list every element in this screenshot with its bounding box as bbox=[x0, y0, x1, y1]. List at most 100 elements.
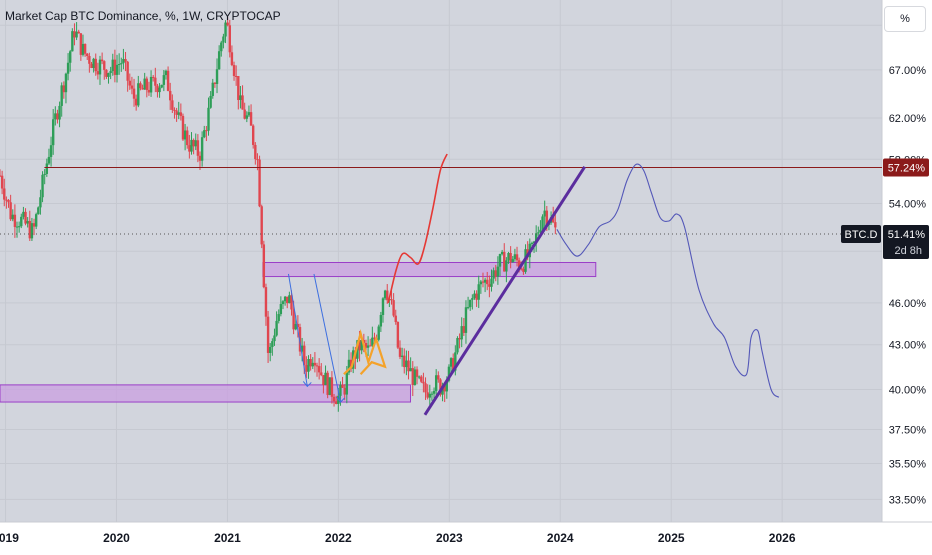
time-tick-label: 2022 bbox=[325, 531, 352, 545]
candle-body bbox=[430, 393, 434, 395]
candle-body bbox=[417, 376, 421, 378]
candle-body bbox=[328, 377, 331, 395]
candle-body bbox=[17, 226, 21, 228]
candle-body bbox=[3, 188, 6, 200]
candle-body bbox=[222, 36, 225, 43]
candle-body bbox=[90, 63, 93, 69]
candle-body bbox=[432, 390, 436, 394]
arrow-head bbox=[302, 381, 312, 388]
candle-body bbox=[54, 113, 57, 120]
candle-body bbox=[183, 130, 187, 140]
candle-body bbox=[481, 281, 485, 283]
candle-body bbox=[534, 233, 538, 242]
candle-body bbox=[279, 304, 283, 315]
ascending-trendline bbox=[423, 165, 586, 416]
candle-body bbox=[271, 341, 274, 347]
candle-body bbox=[234, 75, 238, 77]
candle-body bbox=[411, 368, 414, 386]
candle-body bbox=[41, 174, 44, 198]
candle-body bbox=[107, 73, 110, 77]
candle-body bbox=[517, 260, 521, 269]
candle-body bbox=[60, 85, 63, 106]
price-tick-label: 40.00% bbox=[889, 385, 927, 397]
candle-body bbox=[43, 173, 46, 175]
candle-body bbox=[83, 43, 87, 54]
candle-body bbox=[190, 139, 193, 152]
candle-body bbox=[507, 252, 510, 261]
candle-body bbox=[298, 327, 302, 352]
bar-countdown-label: 2d 8h bbox=[894, 245, 922, 257]
candle-body bbox=[554, 222, 557, 228]
candle-body bbox=[292, 309, 295, 330]
candle-body bbox=[69, 51, 72, 63]
candle-body bbox=[173, 109, 176, 111]
candle-body bbox=[398, 347, 402, 357]
candle-body bbox=[490, 278, 493, 287]
price-tick-label: 37.50% bbox=[889, 425, 927, 437]
candle-body bbox=[273, 335, 276, 342]
candle-body bbox=[360, 340, 363, 351]
candle-body bbox=[400, 355, 404, 357]
time-axis-background bbox=[0, 522, 932, 550]
candle-body bbox=[500, 251, 504, 255]
candle-body bbox=[373, 337, 376, 339]
time-tick-label: 2021 bbox=[214, 531, 241, 545]
candle-body bbox=[207, 107, 210, 131]
candle-body bbox=[369, 345, 372, 347]
candle-body bbox=[186, 130, 189, 146]
candle-body bbox=[9, 202, 12, 220]
candle-body bbox=[307, 359, 310, 372]
candle-body bbox=[522, 268, 525, 272]
candle-body bbox=[64, 73, 68, 93]
candle-body bbox=[56, 113, 59, 120]
scale-mode-button[interactable]: % bbox=[884, 6, 926, 32]
candle-body bbox=[237, 76, 240, 100]
candle-body bbox=[22, 211, 25, 217]
candle-body bbox=[169, 90, 172, 101]
candle-body bbox=[460, 326, 463, 340]
candle-body bbox=[511, 259, 514, 263]
candle-body bbox=[58, 105, 61, 120]
candle-body bbox=[179, 112, 183, 116]
candle-body bbox=[109, 71, 112, 74]
candle-body bbox=[124, 59, 127, 62]
candle-body bbox=[311, 362, 314, 367]
candle-body bbox=[445, 380, 449, 392]
support-zone bbox=[262, 261, 597, 278]
candle-body bbox=[498, 254, 502, 267]
candle-body bbox=[300, 345, 304, 352]
price-axis-background bbox=[882, 0, 932, 550]
candle-body bbox=[364, 342, 368, 348]
candle-body bbox=[160, 84, 163, 88]
candle-body bbox=[100, 59, 104, 62]
candle-body bbox=[551, 217, 555, 223]
candle-body bbox=[407, 360, 410, 372]
candle-body bbox=[239, 95, 242, 100]
candle-body bbox=[145, 78, 149, 90]
candle-body bbox=[254, 144, 257, 160]
candle-body bbox=[0, 175, 4, 189]
current-price-tag bbox=[883, 225, 929, 260]
candle-body bbox=[428, 393, 431, 398]
candle-body bbox=[158, 87, 161, 93]
candle-body bbox=[543, 210, 546, 217]
candle-body bbox=[366, 345, 370, 348]
candle-body bbox=[245, 115, 249, 119]
time-tick-label: 2024 bbox=[547, 531, 574, 545]
candle-body bbox=[211, 82, 214, 96]
candle-body bbox=[356, 340, 359, 359]
time-tick-label: 2023 bbox=[436, 531, 463, 545]
candle-body bbox=[443, 385, 446, 392]
candle-body bbox=[164, 70, 168, 76]
grid-lines bbox=[0, 0, 882, 522]
candle-body bbox=[156, 85, 159, 93]
candle-body bbox=[247, 112, 251, 116]
candle-body bbox=[496, 266, 500, 277]
candle-body bbox=[415, 369, 419, 377]
blue-projection-curve bbox=[556, 163, 780, 398]
candle-body bbox=[386, 290, 389, 301]
candle-body bbox=[230, 52, 234, 66]
candle-body bbox=[494, 270, 497, 277]
candle-body bbox=[464, 307, 468, 333]
